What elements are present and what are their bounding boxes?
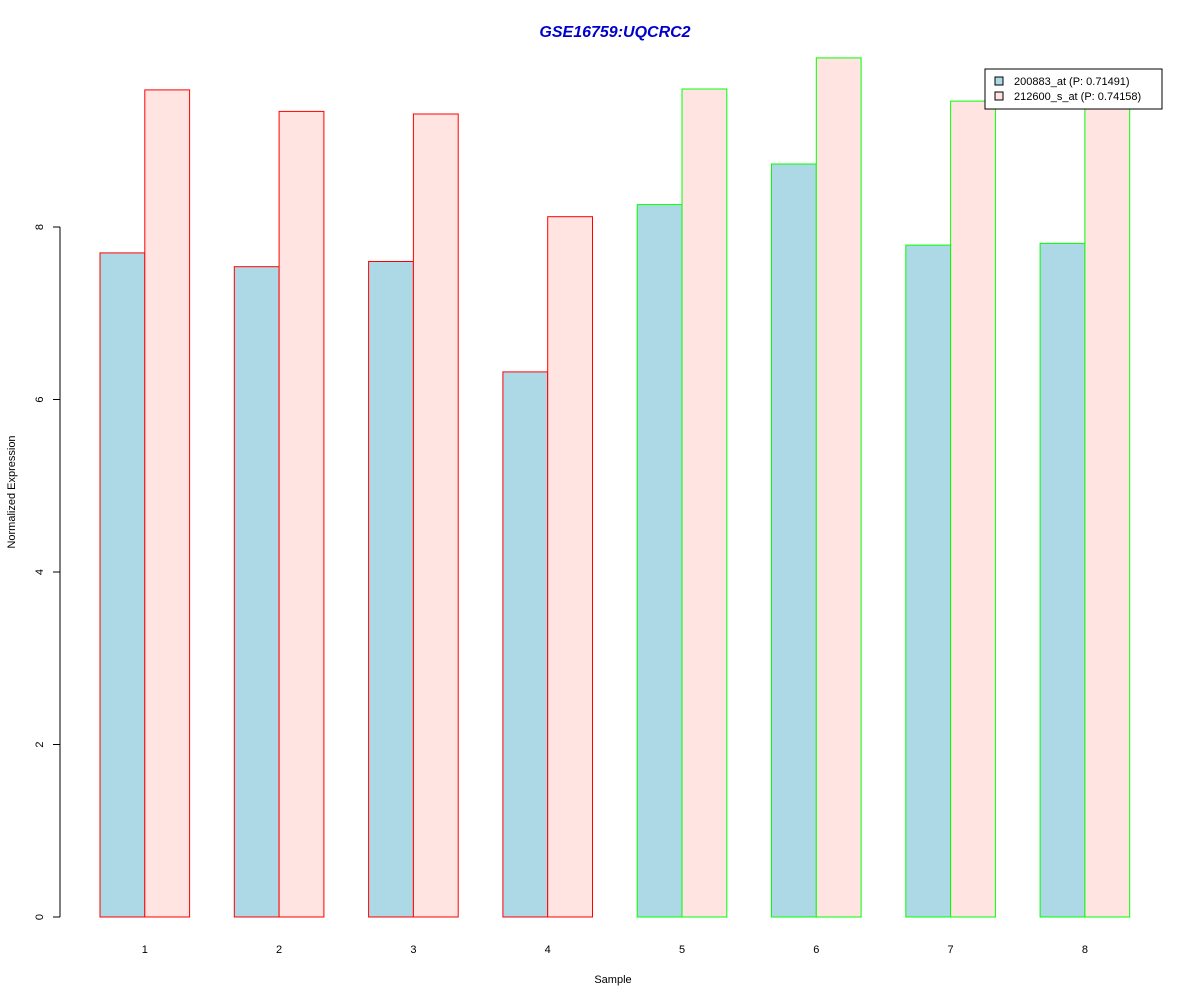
x-tick-label: 6 bbox=[813, 944, 819, 956]
y-tick-label: 4 bbox=[34, 569, 46, 575]
x-tick-label: 7 bbox=[948, 944, 954, 956]
chart-title: GSE16759:UQCRC2 bbox=[539, 24, 690, 41]
bar bbox=[547, 216, 594, 918]
y-tick-label: 2 bbox=[34, 741, 46, 747]
bar bbox=[681, 88, 728, 918]
bar bbox=[502, 371, 549, 918]
bar bbox=[905, 244, 952, 918]
legend-label: 212600_s_at (P: 0.74158) bbox=[1014, 91, 1141, 103]
bar bbox=[1039, 242, 1086, 918]
y-tick-label: 0 bbox=[34, 914, 46, 920]
x-tick-label: 2 bbox=[276, 944, 282, 956]
legend-swatch bbox=[994, 76, 1004, 86]
bar bbox=[144, 89, 191, 918]
x-tick-label: 4 bbox=[545, 944, 551, 956]
bar bbox=[233, 266, 280, 918]
bar bbox=[368, 261, 414, 918]
bar bbox=[1084, 100, 1131, 918]
bars bbox=[99, 57, 1131, 918]
legend-swatch bbox=[994, 91, 1004, 101]
legend-box bbox=[984, 68, 1163, 110]
y-axis-label: Normalized Expression bbox=[6, 435, 18, 548]
bar bbox=[99, 252, 146, 918]
y-tick-label: 8 bbox=[34, 224, 46, 230]
x-tick-label: 3 bbox=[410, 944, 416, 956]
y-axis: 0 2 4 6 8 bbox=[34, 224, 61, 920]
x-tick-label: 5 bbox=[679, 944, 685, 956]
x-axis-label: Sample bbox=[594, 974, 631, 986]
bar bbox=[950, 100, 996, 918]
legend: 200883_at (P: 0.71491) 212600_s_at (P: 0.… bbox=[984, 68, 1163, 110]
legend-label: 200883_at (P: 0.71491) bbox=[1014, 76, 1130, 88]
bar bbox=[636, 204, 683, 918]
bar bbox=[771, 163, 817, 918]
bar bbox=[278, 110, 325, 918]
x-tick-label: 8 bbox=[1082, 944, 1088, 956]
bar bbox=[815, 57, 862, 918]
x-axis-tick-labels: 1 2 3 4 5 6 7 8 bbox=[142, 944, 1088, 956]
x-tick-label: 1 bbox=[142, 944, 148, 956]
y-tick-label: 6 bbox=[34, 396, 46, 402]
bar bbox=[412, 113, 459, 918]
